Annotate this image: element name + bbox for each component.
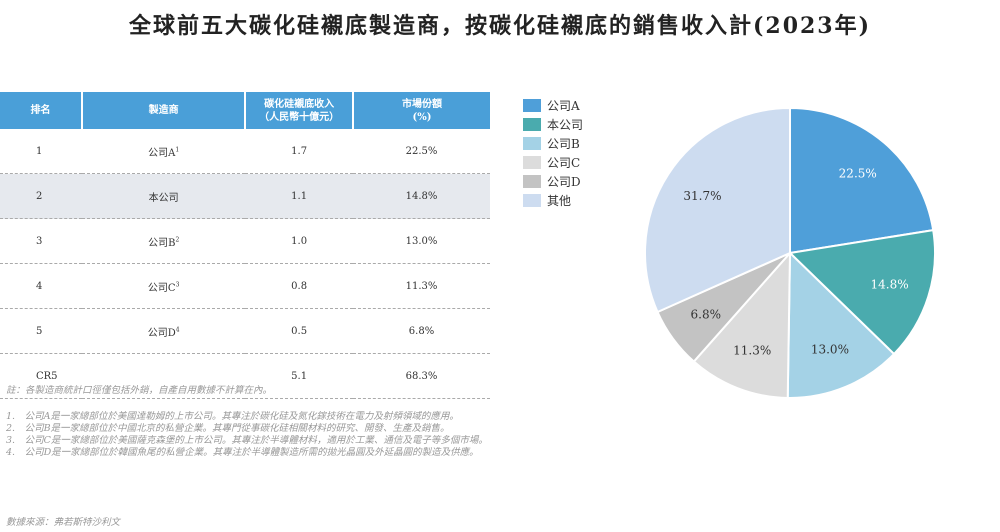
legend-item: 本公司 bbox=[523, 115, 583, 134]
footnote-ref: 2 bbox=[175, 236, 180, 244]
note-main: 註：各製造商統計口徑僅包括外銷，自產自用數據不計算在內。 bbox=[6, 385, 273, 396]
data-source: 數據來源：弗若斯特沙利文 bbox=[6, 517, 121, 528]
legend-swatch bbox=[523, 175, 541, 188]
legend-label: 公司C bbox=[547, 156, 581, 170]
data-label: 22.5% bbox=[839, 167, 877, 181]
legend-label: 公司A bbox=[547, 99, 580, 113]
maker-cell: 本公司 bbox=[82, 173, 246, 219]
legend-swatch bbox=[523, 118, 541, 131]
legend-swatch bbox=[523, 99, 541, 112]
pie-slice bbox=[789, 106, 935, 255]
legend-label: 公司D bbox=[547, 175, 581, 189]
table-row: 1 公司A1 1.7 22.5% bbox=[0, 129, 490, 174]
share-cell: 14.8% bbox=[353, 173, 490, 219]
rank-cell: 2 bbox=[0, 173, 83, 219]
data-label: 13.0% bbox=[811, 342, 849, 356]
footnote-2: 2. 公司B是一家總部位於中國北京的私營企業。其專門從事碳化硅相關材料的研究、開… bbox=[6, 423, 450, 434]
footnote-ref: 4 bbox=[175, 326, 180, 334]
table-row: 5 公司D4 0.5 6.8% bbox=[0, 308, 490, 354]
rank-cell: 5 bbox=[0, 308, 83, 354]
column-header: 製造商 bbox=[82, 92, 247, 129]
share-cell: 13.0% bbox=[353, 218, 490, 264]
table-row: 4 公司C3 0.8 11.3% bbox=[0, 263, 490, 309]
market-share-table: 排名 製造商 碳化硅襯底收入 （人民幣十億元） 市場份額 (%) 1 公司A1 1.7 22.5… bbox=[0, 92, 490, 399]
data-label: 31.7% bbox=[683, 189, 721, 203]
chart-legend: 公司A 本公司公司B 公司C 公司D 其他 bbox=[523, 96, 583, 210]
table-row: 2 本公司 1.1 14.8% bbox=[0, 173, 490, 219]
rank-cell: CR5 bbox=[0, 353, 83, 399]
legend-swatch bbox=[523, 156, 541, 169]
column-header: 碳化硅襯底收入 （人民幣十億元） bbox=[245, 92, 354, 129]
notes: 註：各製造商統計口徑僅包括外銷，自產自用數據不計算在內。 1. 公司A是一家總部… bbox=[6, 385, 526, 459]
share-cell: 22.5% bbox=[353, 129, 490, 174]
page-title: 全球前五大碳化硅襯底製造商，按碳化硅襯底的銷售收入計(2023年) bbox=[128, 13, 872, 39]
revenue-cell: 0.8 bbox=[245, 263, 353, 309]
footnote-4: 4. 公司D是一家總部位於韓國魚尾的私營企業。其專注於半導體製造所需的拋光晶圓及… bbox=[6, 447, 479, 458]
pie-slice bbox=[787, 228, 936, 356]
data-label: 14.8% bbox=[870, 277, 908, 291]
column-header: 排名 bbox=[0, 92, 84, 129]
legend-label: 其他 bbox=[547, 194, 572, 208]
footnote-3: 3. 公司C是一家總部位於美國薩克森堡的上市公司。其專注於半導體材料，適用於工業… bbox=[6, 435, 488, 446]
maker-cell bbox=[82, 353, 246, 399]
maker-cell: 公司D4 bbox=[82, 308, 246, 354]
revenue-cell: 5.1 bbox=[245, 353, 353, 399]
rank-cell: 4 bbox=[0, 263, 83, 309]
maker-cell: 公司B2 bbox=[82, 218, 246, 264]
revenue-cell: 1.0 bbox=[245, 218, 353, 264]
pie-slice bbox=[692, 250, 792, 399]
data-label: 6.8% bbox=[691, 308, 722, 322]
revenue-cell: 1.7 bbox=[245, 129, 353, 174]
share-cell: 6.8% bbox=[353, 308, 490, 354]
legend-swatch bbox=[523, 137, 541, 150]
rank-cell: 1 bbox=[0, 129, 83, 174]
revenue-cell: 1.1 bbox=[245, 173, 353, 219]
share-cell: 68.3% bbox=[353, 353, 490, 399]
legend-label: 公司B bbox=[547, 137, 580, 151]
column-header: 市場份額 (%) bbox=[353, 92, 490, 129]
maker-cell: 公司A1 bbox=[82, 129, 246, 174]
table-row: CR5 5.1 68.3% bbox=[0, 353, 490, 399]
pie-slice bbox=[786, 250, 896, 399]
legend-item: 公司D bbox=[523, 172, 583, 191]
legend-swatch bbox=[523, 194, 541, 207]
footnote-ref: 1 bbox=[175, 146, 180, 154]
rank-cell: 3 bbox=[0, 218, 83, 264]
share-cell: 11.3% bbox=[353, 263, 490, 309]
pie-slice bbox=[644, 106, 791, 314]
footnote-ref: 3 bbox=[175, 281, 180, 289]
legend-item: 公司A bbox=[523, 96, 583, 115]
table-row: 3 公司B2 1.0 13.0% bbox=[0, 218, 490, 264]
legend-item: 公司B bbox=[523, 134, 583, 153]
legend-label: 本公司 bbox=[547, 118, 584, 132]
legend-item: 其他 bbox=[523, 191, 583, 210]
data-label: 11.3% bbox=[733, 343, 771, 357]
revenue-cell: 0.5 bbox=[245, 308, 353, 354]
footnote-1: 1. 公司A是一家總部位於美國達勒姆的上市公司。其專注於碳化硅及氮化鎵技術在電力… bbox=[6, 411, 459, 422]
maker-cell: 公司C3 bbox=[82, 263, 246, 309]
legend-item: 公司C bbox=[523, 153, 583, 172]
